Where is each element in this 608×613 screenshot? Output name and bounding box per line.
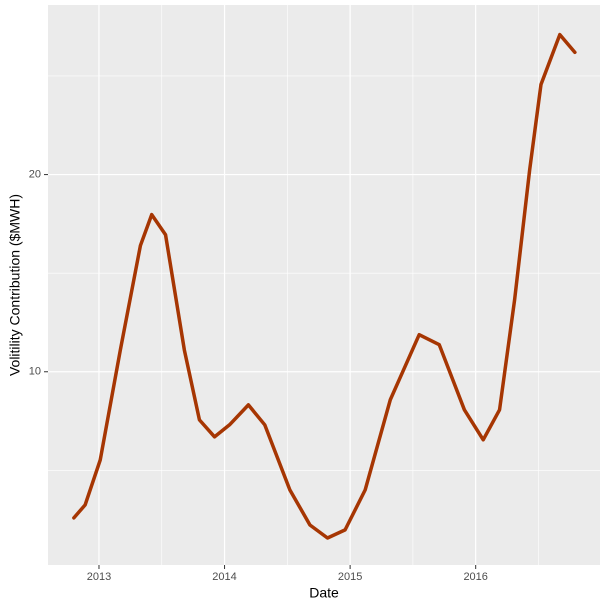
- y-tick-label: 20: [29, 168, 41, 180]
- line: [72, 32, 577, 540]
- y-tick-label: 10: [29, 366, 41, 378]
- x-tick-label: 2014: [212, 571, 236, 583]
- x-tick-label: 2016: [463, 571, 487, 583]
- x-tick-label: 2013: [87, 571, 111, 583]
- panel: [48, 5, 600, 565]
- y-axis-title: Volitility Contribution ($MWH): [7, 194, 23, 376]
- x-axis-title: Date: [309, 585, 339, 601]
- x-tick-label: 2015: [338, 571, 362, 583]
